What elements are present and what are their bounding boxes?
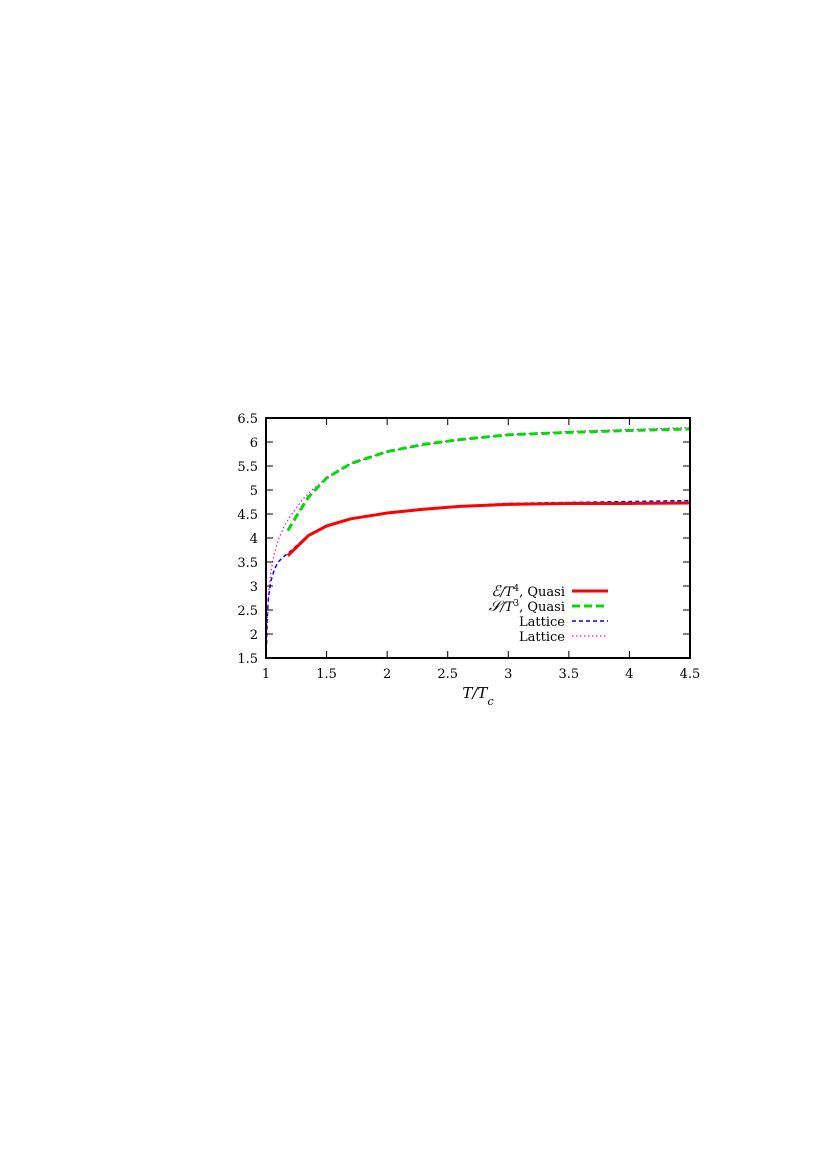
y-tick-label: 2.5 [237, 604, 258, 619]
y-tick-label: 6 [250, 436, 258, 451]
series-line-3 [266, 427, 690, 658]
y-tick-label: 1.5 [237, 652, 258, 667]
y-tick-label: 3.5 [237, 556, 258, 571]
y-tick-label: 5 [250, 484, 258, 499]
y-tick-label: 2 [250, 628, 258, 643]
x-tick-label: 4.5 [680, 667, 701, 682]
x-axis-label: T/Tc [462, 684, 493, 708]
series-line-0 [286, 501, 690, 557]
legend-label: 𝒮/T3, Quasi [489, 597, 565, 615]
x-axis-label-sub: c [487, 695, 493, 708]
plot-frame [265, 417, 691, 659]
labels-layer: 1 1.5 2 2.5 3 3.5 4 4.5 1.5 2 2.5 3 3.5 4 4.5 5 5.5 6 6.5 [237, 412, 700, 682]
x-tick-label: 4 [625, 667, 633, 682]
x-tick-label: 1.5 [316, 667, 337, 682]
x-tick-label: 2 [383, 667, 391, 682]
series-layer [266, 427, 690, 658]
y-tick-label: 5.5 [237, 460, 258, 475]
y-tick-label: 3 [250, 580, 258, 595]
y-tick-label: 6.5 [237, 412, 258, 427]
x-tick-label: 2.5 [437, 667, 458, 682]
ticks-layer [265, 417, 691, 659]
legend-label: Lattice [519, 630, 565, 645]
x-tick-label: 3.5 [559, 667, 580, 682]
legend-label: Lattice [519, 615, 565, 630]
x-tick-label: 1 [262, 667, 270, 682]
y-tick-label: 4.5 [237, 508, 258, 523]
x-axis-label-main: T/T [462, 684, 488, 702]
series-line-1 [286, 427, 690, 532]
x-tick-label: 3 [504, 667, 512, 682]
y-tick-label: 4 [250, 532, 258, 547]
legend-label: ℰ/T4, Quasi [491, 582, 565, 600]
